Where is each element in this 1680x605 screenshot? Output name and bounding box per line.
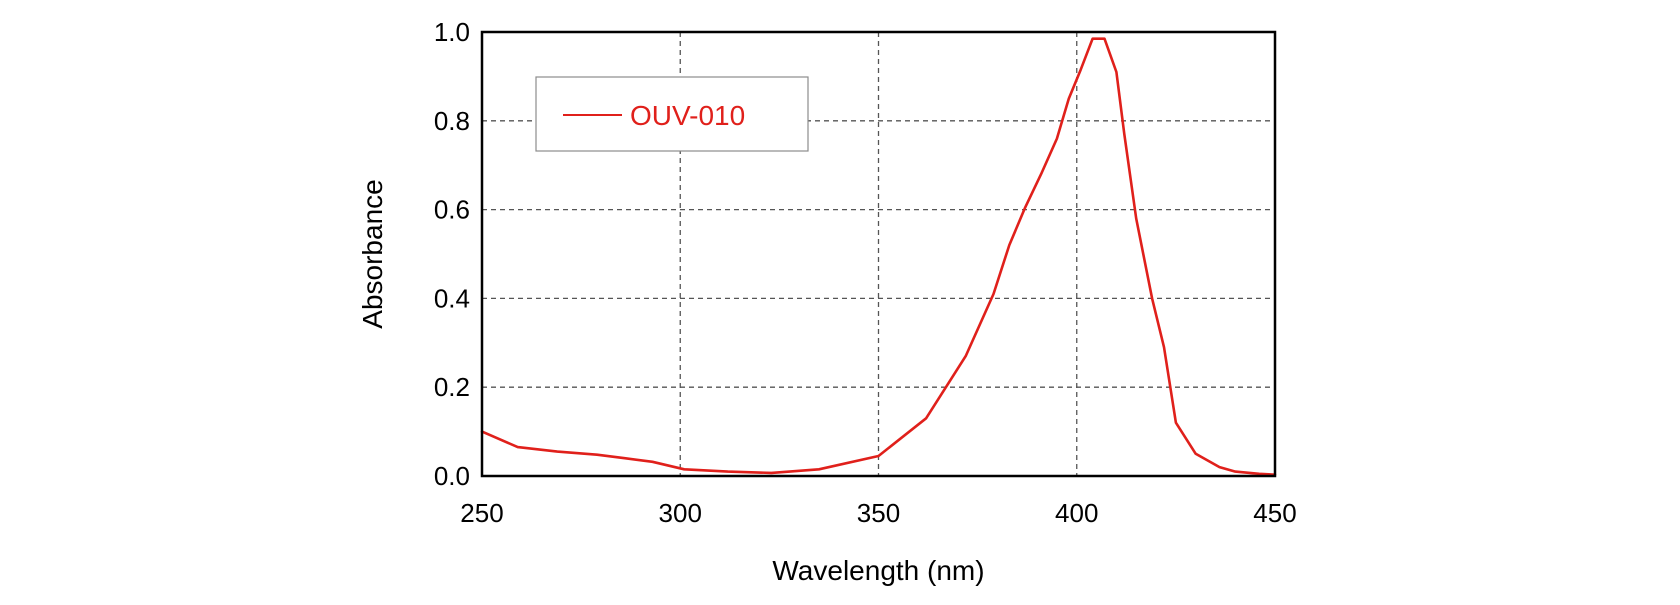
- y-tick-label-0.4: 0.4: [434, 283, 470, 313]
- y-tick-label-0.6: 0.6: [434, 195, 470, 225]
- legend-label-ouv-010: OUV-010: [630, 100, 745, 131]
- y-tick-label-1.0: 1.0: [434, 17, 470, 47]
- x-axis-label: Wavelength (nm): [772, 555, 984, 586]
- grid-layer: [482, 32, 1275, 476]
- x-tick-label-350: 350: [857, 498, 900, 528]
- series-line-ouv-010: [480, 37, 1277, 477]
- y-axis-label: Absorbance: [357, 179, 388, 328]
- y-tick-label-0.8: 0.8: [434, 106, 470, 136]
- y-tick-label-0.2: 0.2: [434, 372, 470, 402]
- x-tick-label-250: 250: [460, 498, 503, 528]
- y-tick-label-0.0: 0.0: [434, 461, 470, 491]
- plot-frame: [480, 30, 1277, 478]
- x-tick-label-400: 400: [1055, 498, 1098, 528]
- series-layer: [480, 37, 1277, 477]
- tick-layer: 250 300 350 400 450 0.0 0.2 0.4 0.6 0.8 1.0: [434, 17, 1297, 528]
- x-tick-label-450: 450: [1253, 498, 1296, 528]
- x-tick-label-300: 300: [659, 498, 702, 528]
- legend: OUV-010: [535, 76, 809, 152]
